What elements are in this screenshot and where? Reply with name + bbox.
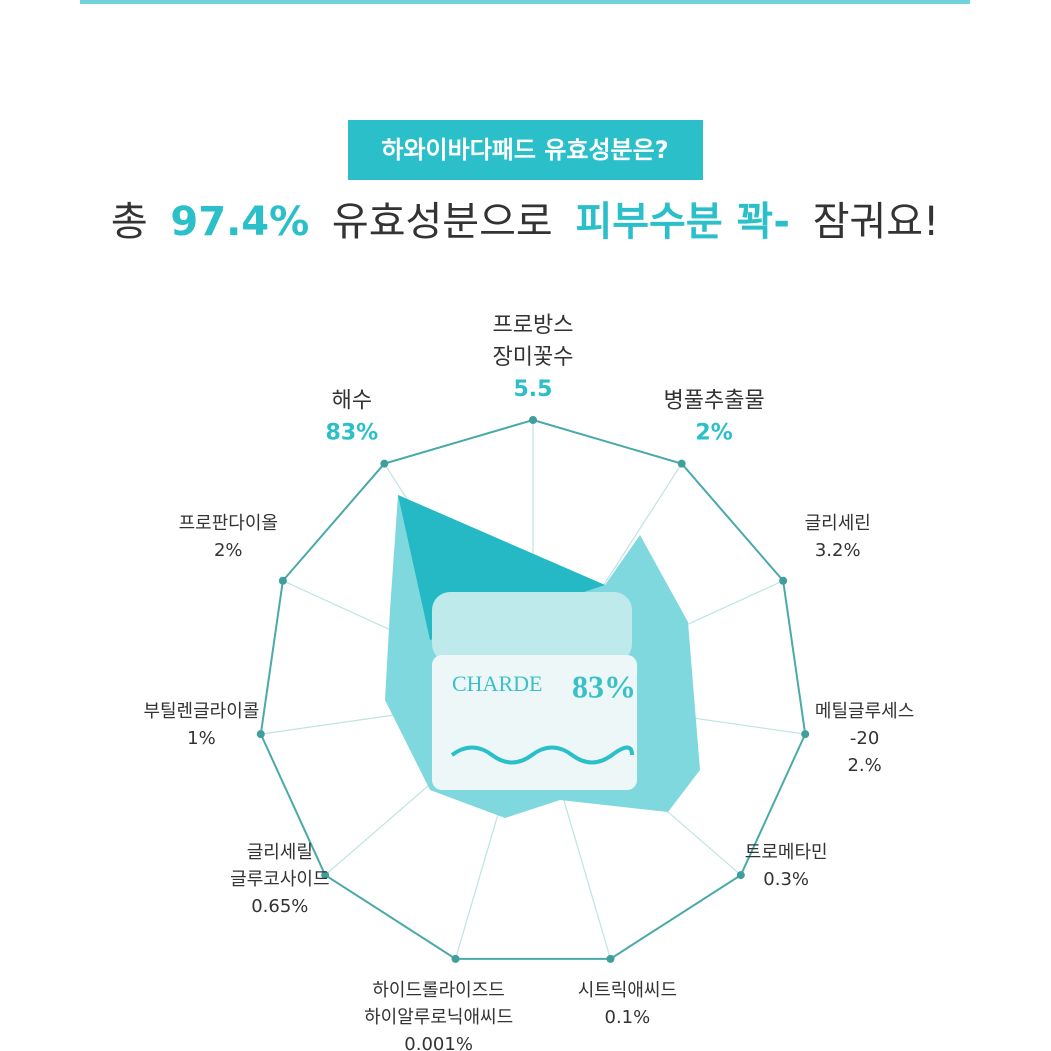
ingredient-name: 병풀추출물 [664,389,765,414]
top-strip [80,0,970,4]
product-brand: CHARDE [452,671,542,696]
ingredient-amount: 5.5 [514,377,553,402]
radar-vertex [380,459,389,468]
badge-box [348,120,703,180]
radar-vertex [736,871,745,880]
headline-part: 유효성분으로 [332,199,553,245]
radar-vertex [801,730,810,739]
badge: 하와이바다패드 유효성분은? [381,136,668,164]
ingredient-amount: 0.3% [763,869,809,890]
ingredient-name: 트로메타민 [745,842,828,863]
ingredient-name: 글리세릴 [247,842,313,863]
ingredient-name: 하이드롤라이즈드 [372,980,504,1001]
ingredient-amount: 0.1% [605,1007,651,1028]
ingredient-name: 글루코사이드 [230,869,329,890]
product-label: 83% [572,668,636,704]
headline-part: 총 [111,199,148,245]
headline-accent: 97.4% [170,199,309,245]
radar-vertex [677,459,686,468]
ingredient-amount: 0.65% [251,896,308,917]
radar-vertex [278,576,287,585]
ingredient-amount: 2% [695,421,732,446]
ingredient-amount: 3.2% [815,540,861,561]
ingredient-amount: 2% [214,540,243,561]
ingredient-name: 해수 [332,389,372,414]
radar-vertex [779,576,788,585]
ingredient-name: 장미꽃수 [493,345,574,370]
jar-lid [432,592,632,662]
radar-vertex [529,416,537,424]
ingredient-name: 하이알루로닉애씨드 [364,1007,513,1028]
wave [450,745,634,765]
ingredient-name: 프로판다이올 [179,513,278,534]
ingredient-name: -20 [850,728,879,749]
ingredient-name: 시트릭애씨드 [578,980,677,1001]
ingredient-amount: 0.001% [404,1034,473,1051]
ingredient-amount: 83% [326,421,379,446]
product: CHARDE 83% [432,592,637,790]
headline-accent: 피부수분 꽉- [575,199,790,245]
ingredient-amount: 1% [187,728,216,749]
ingredient-name: 프로방스 [493,313,574,338]
radar-outline [259,418,807,960]
ingredient-name: 부틸렌글라이콜 [143,701,259,722]
radar-vertex [256,730,265,739]
headline: 총 97.4% 유효성분으로 피부수분 꽉- 잠궈요! [111,199,939,245]
ingredient-name: 메틸글루세스 [815,701,914,722]
radar-vertex [606,954,615,963]
headline-part: 잠궈요! [813,199,939,245]
radar-vertex [321,871,330,880]
jar-body [432,655,637,790]
ingredient-amount: 2.% [847,755,881,776]
ingredient-name: 글리세린 [805,513,871,534]
radar-vertex [451,954,460,963]
